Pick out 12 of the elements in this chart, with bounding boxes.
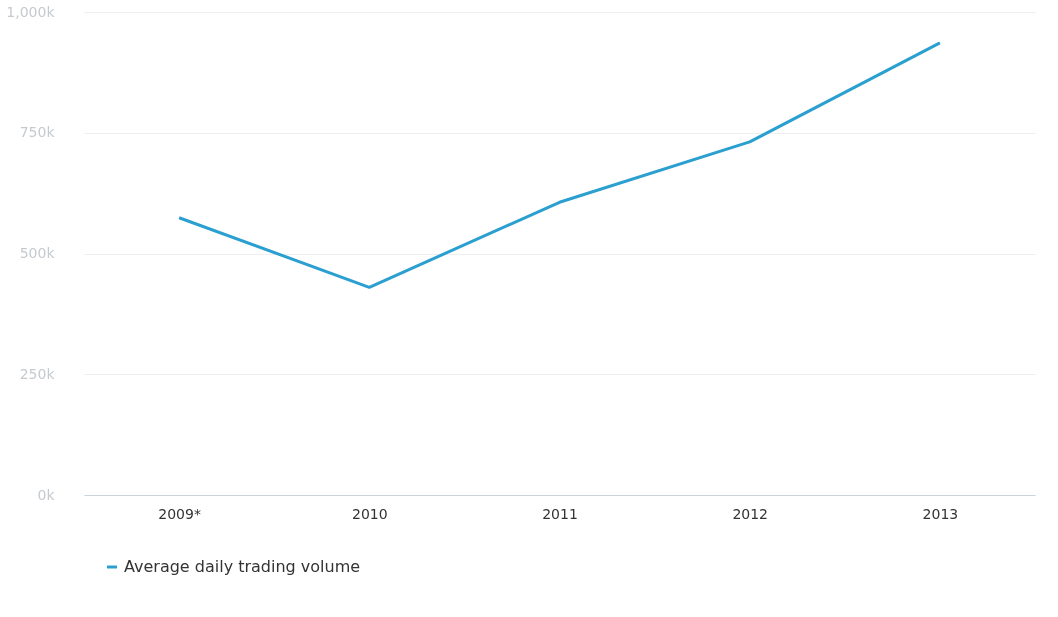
y-tick-label: 250k: [19, 365, 56, 382]
line-series: [177, 41, 942, 289]
y-tick-label: 0k: [37, 486, 56, 503]
y-tick-label: 500k: [19, 245, 56, 261]
x-tick-label: 2011: [542, 505, 578, 522]
x-tick-label: 2009*: [158, 505, 201, 522]
x-tick-label: 2010: [351, 505, 388, 522]
y-tick-label: 1,000k: [6, 3, 56, 20]
x-tick-label: 2012: [732, 505, 769, 522]
legend-label: Average daily trading volume: [124, 557, 361, 576]
x-tick-label: 2013: [922, 505, 959, 522]
y-tick-label: 750k: [19, 124, 56, 141]
